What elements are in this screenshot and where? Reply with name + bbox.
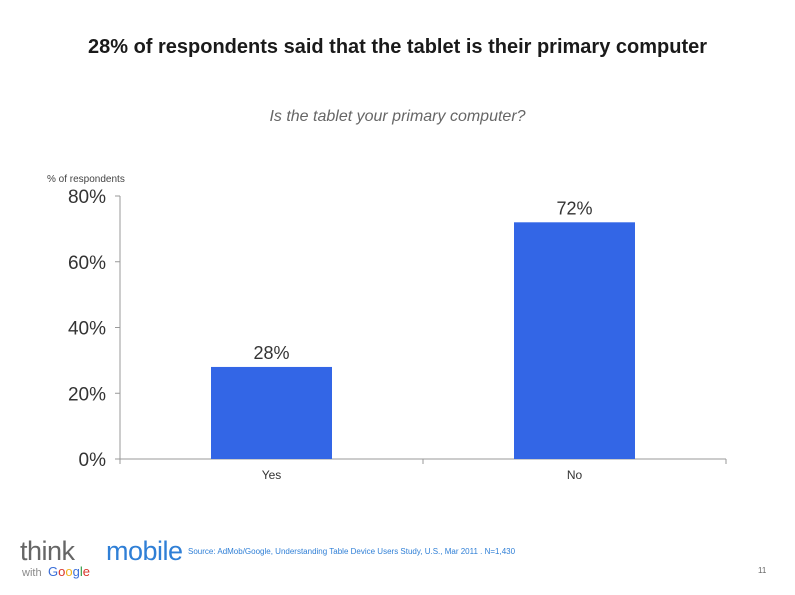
bar (211, 366, 332, 459)
data-label: 28% (253, 343, 289, 363)
y-axis-label: % of respondents (47, 174, 125, 185)
data-label: 72% (556, 198, 592, 218)
google-logo-letter: G (48, 564, 59, 579)
y-tick-label: 40% (68, 319, 106, 340)
chart-bars (211, 222, 635, 459)
logo-mobile-text: mobile (106, 536, 183, 566)
y-tick-label: 80% (68, 187, 106, 208)
page-number: 11 (758, 566, 767, 575)
y-tick-label: 60% (68, 253, 106, 274)
y-tick-label: 0% (79, 450, 107, 471)
bar (514, 222, 635, 459)
x-tick-label: No (567, 468, 583, 482)
source-note: Source: AdMob/Google, Understanding Tabl… (188, 547, 516, 556)
chart-title: Is the tablet your primary computer? (269, 108, 526, 125)
google-logo-letter: o (58, 564, 66, 579)
google-logo-letter: e (82, 564, 90, 579)
google-logo-letter: o (65, 564, 73, 579)
logo-think-text: think (20, 536, 75, 566)
x-tick-label: Yes (262, 468, 282, 482)
y-tick-label: 20% (68, 384, 106, 405)
slide-title: 28% of respondents said that the tablet … (87, 36, 708, 58)
chart-labels: 0% 20% 40% 60% 80% 28% Yes 72% No (68, 187, 593, 482)
thinkmobile-logo: think mobile with Google (20, 536, 183, 586)
google-logo-letter: g (72, 564, 80, 579)
logo-with-text: with (22, 567, 42, 579)
google-logo-letter: l (79, 564, 83, 579)
google-logo: Google (48, 564, 90, 580)
